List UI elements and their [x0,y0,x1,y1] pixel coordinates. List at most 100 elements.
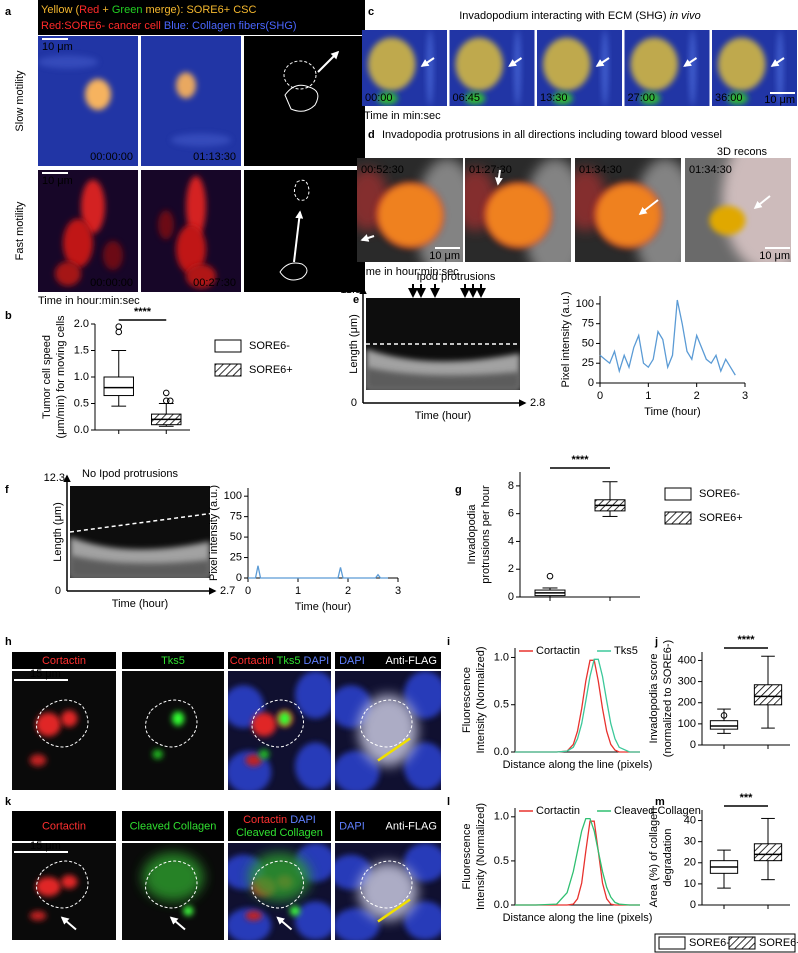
axis-title: Time (hour) [112,598,168,610]
axis-end-label: 2.7 [220,585,235,597]
header-background [335,652,441,669]
legend-swatch [214,363,242,377]
panel-label: f [5,484,9,496]
significance: *** [740,792,754,804]
line-series [515,658,640,753]
y-tick-label: 0 [508,591,514,603]
cell [776,30,784,106]
y-tick-label: 75 [230,511,242,523]
panel-label: d [368,129,375,141]
y-tick-label: 200 [678,697,696,709]
y-tick-label: 0.5 [74,397,89,409]
axis-end-label: 11.3 [340,284,361,296]
cell-outline [360,699,413,748]
y-tick-label: 75 [582,318,594,330]
line-series [248,565,388,579]
arrow [60,916,77,931]
axis-title: Pixel intensity (a.u.) [560,292,572,388]
panel-label: h [5,636,12,648]
arrow [276,916,293,931]
legend-label: Cleaved Collagen [614,805,701,817]
cell [60,875,78,889]
header-background [122,652,224,669]
panel-label: a [5,6,12,18]
timestamp: 13:30 [540,92,568,104]
y-tick-label: 2 [508,563,514,575]
y-tick-label: 1.5 [74,344,89,356]
timestamp: 01:13:30 [193,151,236,163]
header-background [228,811,331,841]
axis-end-label: 12.3 [44,472,65,484]
timestamp: 01:34:30 [689,164,732,176]
micrograph [141,170,241,292]
cell [176,224,206,274]
y-tick-label: 50 [582,337,594,349]
legend-swatch [664,487,692,501]
cell [722,158,791,262]
legend-label: SORE6+ [249,364,293,376]
axis-title: Distance along the line (pixels) [503,759,653,771]
text-segment: merge): SORE6+ CSC [142,4,256,16]
kymograph-band [70,555,210,578]
scale-bar-label: 10 μm [429,250,460,262]
header-text: Cortactin DAPI [243,814,316,826]
text-segment: Invadopodium interacting with ECM (SHG) [459,10,669,22]
scale-bar-label: 15 μm [30,668,61,680]
y-tick-label: 6 [508,508,514,520]
arrow [169,916,186,931]
cell [183,906,194,916]
legend-label: Tks5 [614,645,638,657]
arrow [770,57,785,67]
cell-outline [145,699,198,748]
outlier [162,397,170,405]
axis-title: Distance along the line (pixels) [503,912,653,924]
y-tick-label: 2.0 [74,318,89,330]
line-series [599,299,736,376]
cell [542,37,591,91]
timestamp: 00:27:30 [193,277,236,289]
y-tick-label: 40 [684,814,696,826]
y-tick-label: 100 [678,718,696,730]
legend-swatch [214,339,242,353]
header-text: DAPI Anti-FLAG [339,820,437,832]
y-tick-label: 25 [230,551,242,563]
text-segment: DAPI [339,820,365,832]
micrograph [122,843,224,940]
y-tick-label: 300 [678,675,696,687]
panel-title: Invadopodium interacting with ECM (SHG) … [459,10,701,22]
legend-label: SORE6- [249,340,290,352]
cell [35,712,61,737]
cell [464,92,486,105]
x-tick-label: 1 [645,390,651,402]
panel-label: k [5,796,12,808]
micrograph [38,36,138,166]
micrograph [537,30,622,106]
y-tick-label: 0 [690,899,696,911]
cell [245,910,262,921]
axis-title: Invadopodia [466,504,478,565]
y-tick-label: 400 [678,654,696,666]
micrograph [12,843,116,940]
header-background [335,811,441,841]
annotation: No Ipod protrusions [82,468,178,480]
scale-bar-label: 15 μm [30,840,61,852]
cell [251,712,277,737]
header-text: Cleaved Collagen [130,820,217,832]
text-segment: Red [79,4,99,16]
line-series [515,817,640,906]
panel-title: Invadopodia protrusions in all direction… [382,129,722,141]
cell [689,30,696,106]
line-series [515,820,640,906]
header-text: Cleaved Collagen [236,827,323,839]
x-tick-label: 1 [295,585,301,597]
cell-outline [251,699,304,748]
axis-title: Length (μm) [52,502,64,562]
axis-title: protrusions per hour [480,485,492,584]
timestamp: 00:00 [365,92,393,104]
annotation: Ipod protrusions [417,271,496,283]
outlier [162,389,170,397]
cell [60,710,78,727]
cell-outline [251,860,304,909]
text-segment: Cleaved Collagen [236,827,323,839]
